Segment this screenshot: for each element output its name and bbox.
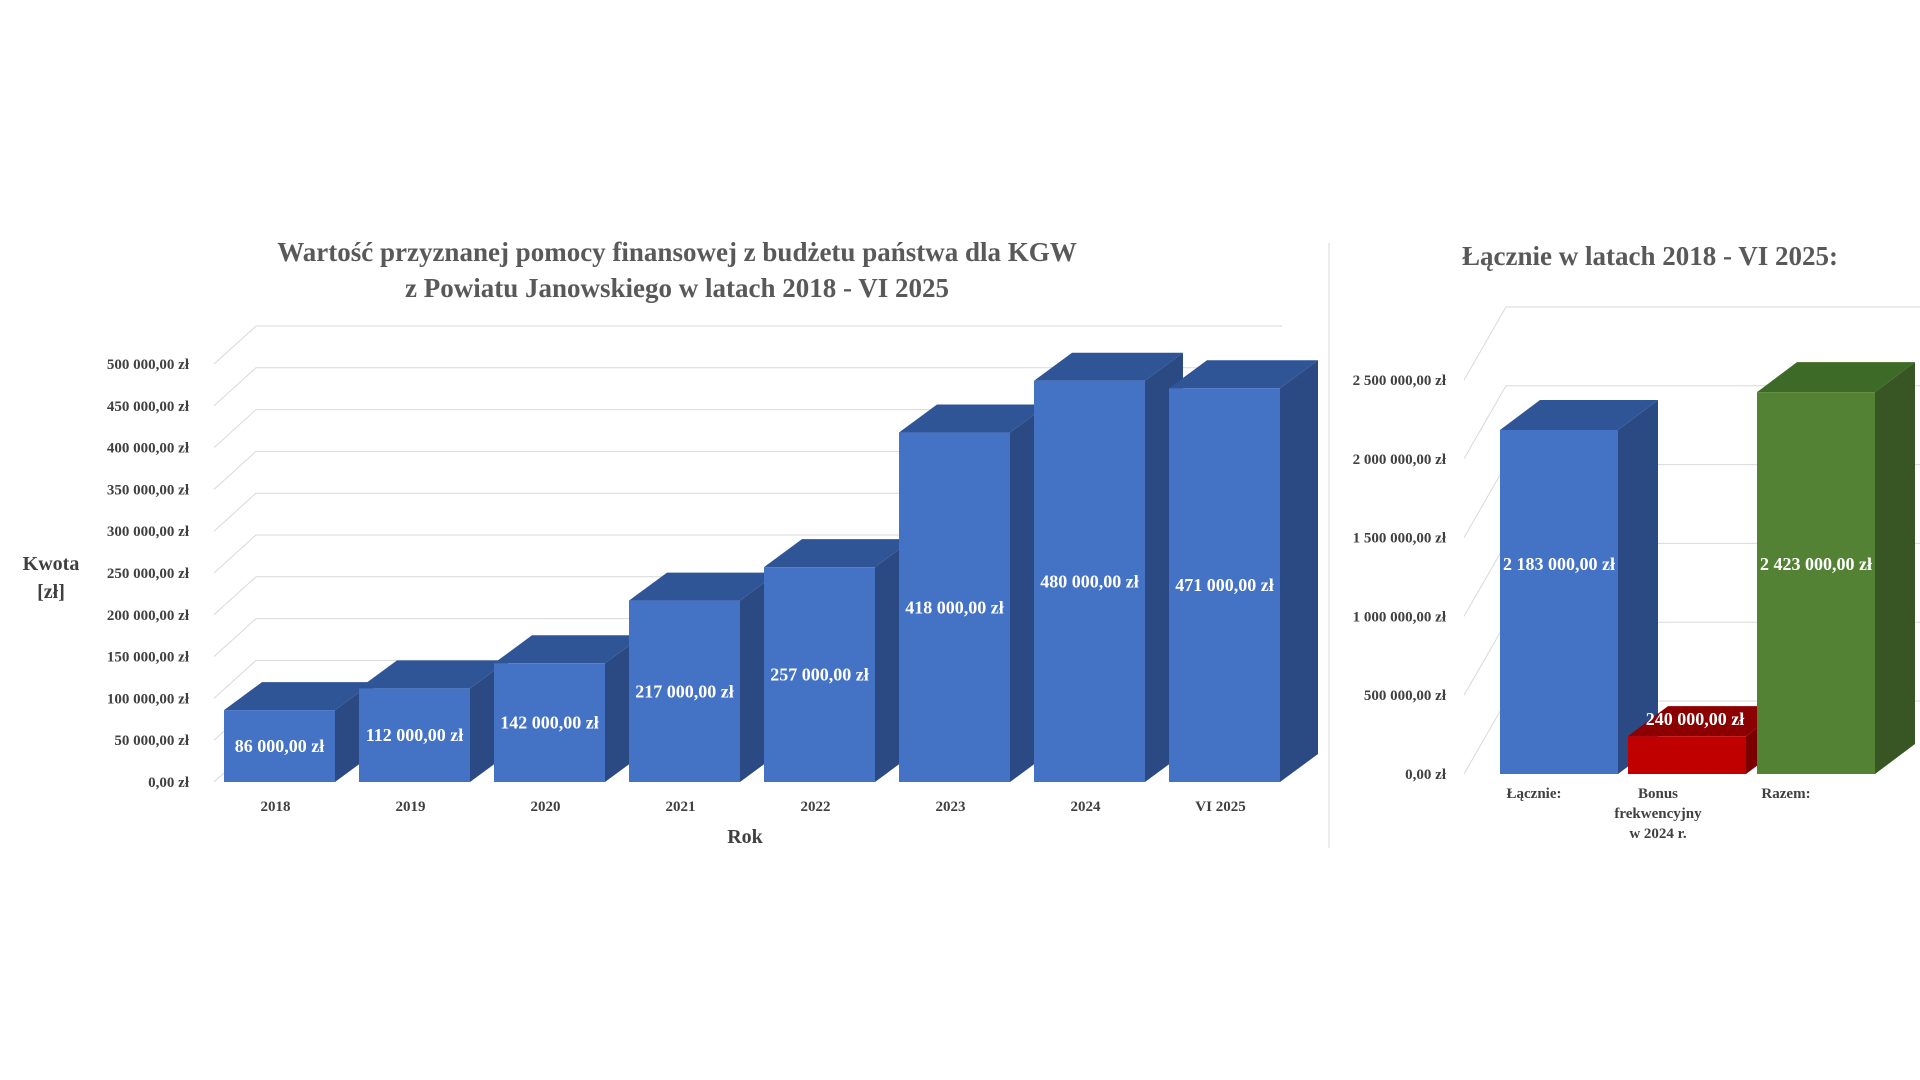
- summary-bar-1-side: [1618, 399, 1658, 774]
- y-tick-label: 250 000,00 zł: [107, 566, 190, 582]
- bar-2018-front: [224, 710, 335, 782]
- bar-2018-top: [224, 682, 373, 711]
- bar-2019-top: [359, 660, 508, 689]
- data-label: 142 000,00 zł: [500, 713, 599, 733]
- bars: 86 000,00 zł 112 000,00 zł 142 000,00 zł 21…: [224, 352, 1318, 782]
- bar-2022: [764, 539, 913, 782]
- summary-bar-3: [1757, 362, 1915, 774]
- summary-bar-1-front: [1500, 429, 1618, 774]
- gridline: [213, 367, 1282, 407]
- summary-bar-2-front: [1628, 736, 1746, 774]
- bar-2021-top: [629, 572, 778, 601]
- data-label: 217 000,00 zł: [635, 681, 734, 701]
- data-label: 471 000,00 zł: [1175, 575, 1274, 595]
- y-axis-ticks: 0,00 zł 500 000,00 zł 1 000 000,00 zł 1 500…: [1353, 373, 1447, 783]
- y-tick-label: 0,00 zł: [148, 775, 190, 791]
- y-tick-label: 2 000 000,00 zł: [1353, 452, 1447, 468]
- x-tick-label: 2018: [261, 799, 291, 815]
- data-label: 112 000,00 zł: [366, 725, 464, 745]
- bar-2024-front: [1034, 380, 1145, 782]
- y-tick-label: 200 000,00 zł: [107, 608, 190, 624]
- summary-bar-1-top: [1500, 399, 1658, 430]
- bar-2021-front: [629, 600, 740, 782]
- bar-2023-front: [899, 432, 1010, 782]
- y-tick-label: 100 000,00 zł: [107, 691, 190, 707]
- bars: 2 183 000,00 zł 240 000,00 zł 2 423 000,00…: [1500, 362, 1915, 774]
- data-label: 418 000,00 zł: [905, 597, 1004, 617]
- y-tick-label: 500 000,00 zł: [107, 357, 190, 373]
- data-label: 480 000,00 zł: [1040, 571, 1139, 591]
- data-label: 257 000,00 zł: [770, 665, 869, 685]
- y-axis-ticks: 0,00 zł 50 000,00 zł 100 000,00 zł 150 000,…: [107, 357, 190, 791]
- bar-2020-front: [494, 663, 605, 782]
- bar-2018: [224, 682, 373, 782]
- x-tick-label: 2022: [801, 799, 831, 815]
- y-tick-label: 2 500 000,00 zł: [1353, 373, 1447, 389]
- bar-VI-2025-top: [1169, 360, 1318, 389]
- summary-bar-3-side: [1875, 362, 1915, 774]
- y-tick-label: 350 000,00 zł: [107, 482, 190, 498]
- y-tick-label: 0,00 zł: [1405, 767, 1447, 783]
- x-tick-label: frekwencyjny: [1614, 806, 1702, 822]
- bar-2024-top: [1034, 352, 1183, 381]
- x-tick-label: 2023: [936, 799, 966, 815]
- y-axis-title-line2: [zł]: [37, 581, 65, 603]
- summary-bar-2: [1628, 706, 1786, 774]
- bar-2024: [1034, 352, 1183, 782]
- data-label: 2 423 000,00 zł: [1760, 554, 1872, 574]
- chart-title-line1: Wartość przyznanej pomocy finansowej z b…: [277, 237, 1077, 267]
- x-tick-label: 2020: [531, 799, 561, 815]
- x-axis-ticks: 2018 2019 2020 2021 2022 2023 2024 VI 2025: [261, 799, 1246, 815]
- x-axis-title: Rok: [727, 826, 763, 848]
- y-tick-label: 400 000,00 zł: [107, 441, 190, 457]
- data-label: 86 000,00 zł: [235, 736, 325, 756]
- x-tick-label: w 2024 r.: [1629, 826, 1687, 842]
- x-tick-label: 2021: [666, 799, 696, 815]
- chart-title-line2: z Powiatu Janowskiego w latach 2018 - VI…: [405, 273, 949, 303]
- summary-bar-1: [1500, 399, 1658, 774]
- bar-VI-2025-side: [1280, 360, 1318, 782]
- x-tick-label: VI 2025: [1195, 799, 1245, 815]
- bar-VI-2025-front: [1169, 388, 1280, 782]
- total-aid-chart: Łącznie w latach 2018 - VI 2025: 0,00 zł…: [1353, 241, 1920, 842]
- bar-2021: [629, 572, 778, 782]
- y-tick-label: 150 000,00 zł: [107, 650, 190, 666]
- y-tick-label: 500 000,00 zł: [1364, 688, 1447, 704]
- y-tick-label: 1 000 000,00 zł: [1353, 609, 1447, 625]
- x-tick-label: 2019: [396, 799, 426, 815]
- data-label: 2 183 000,00 zł: [1503, 554, 1615, 574]
- bar-2020: [494, 635, 643, 782]
- bar-2023-top: [899, 404, 1048, 433]
- y-tick-label: 1 500 000,00 zł: [1353, 531, 1447, 547]
- x-tick-label: Bonus: [1638, 786, 1678, 802]
- x-tick-label: 2024: [1071, 799, 1102, 815]
- data-label: 240 000,00 zł: [1646, 709, 1745, 729]
- summary-bar-3-front: [1757, 392, 1875, 774]
- y-tick-label: 50 000,00 zł: [114, 733, 189, 749]
- gridline: [1463, 306, 1920, 381]
- y-axis-title-line1: Kwota: [23, 553, 80, 575]
- x-tick-label: Łącznie:: [1507, 786, 1562, 802]
- gridline: [213, 325, 1282, 365]
- x-tick-label: Razem:: [1761, 786, 1810, 802]
- bar-VI-2025: [1169, 360, 1318, 782]
- y-tick-label: 300 000,00 zł: [107, 524, 190, 540]
- bar-2023: [899, 404, 1048, 782]
- summary-bar-3-top: [1757, 362, 1915, 393]
- bar-2019: [359, 660, 508, 782]
- x-axis-ticks: Łącznie: Bonus frekwencyjny w 2024 r. Razem:: [1507, 786, 1811, 842]
- bar-2022-top: [764, 539, 913, 568]
- summary-title: Łącznie w latach 2018 - VI 2025:: [1462, 241, 1838, 271]
- summary-bar-2-top: [1628, 706, 1786, 737]
- bar-2020-top: [494, 635, 643, 664]
- bar-2022-front: [764, 567, 875, 782]
- y-tick-label: 450 000,00 zł: [107, 399, 190, 415]
- yearly-aid-chart: Wartość przyznanej pomocy finansowej z b…: [23, 237, 1318, 848]
- bar-2019-front: [359, 688, 470, 782]
